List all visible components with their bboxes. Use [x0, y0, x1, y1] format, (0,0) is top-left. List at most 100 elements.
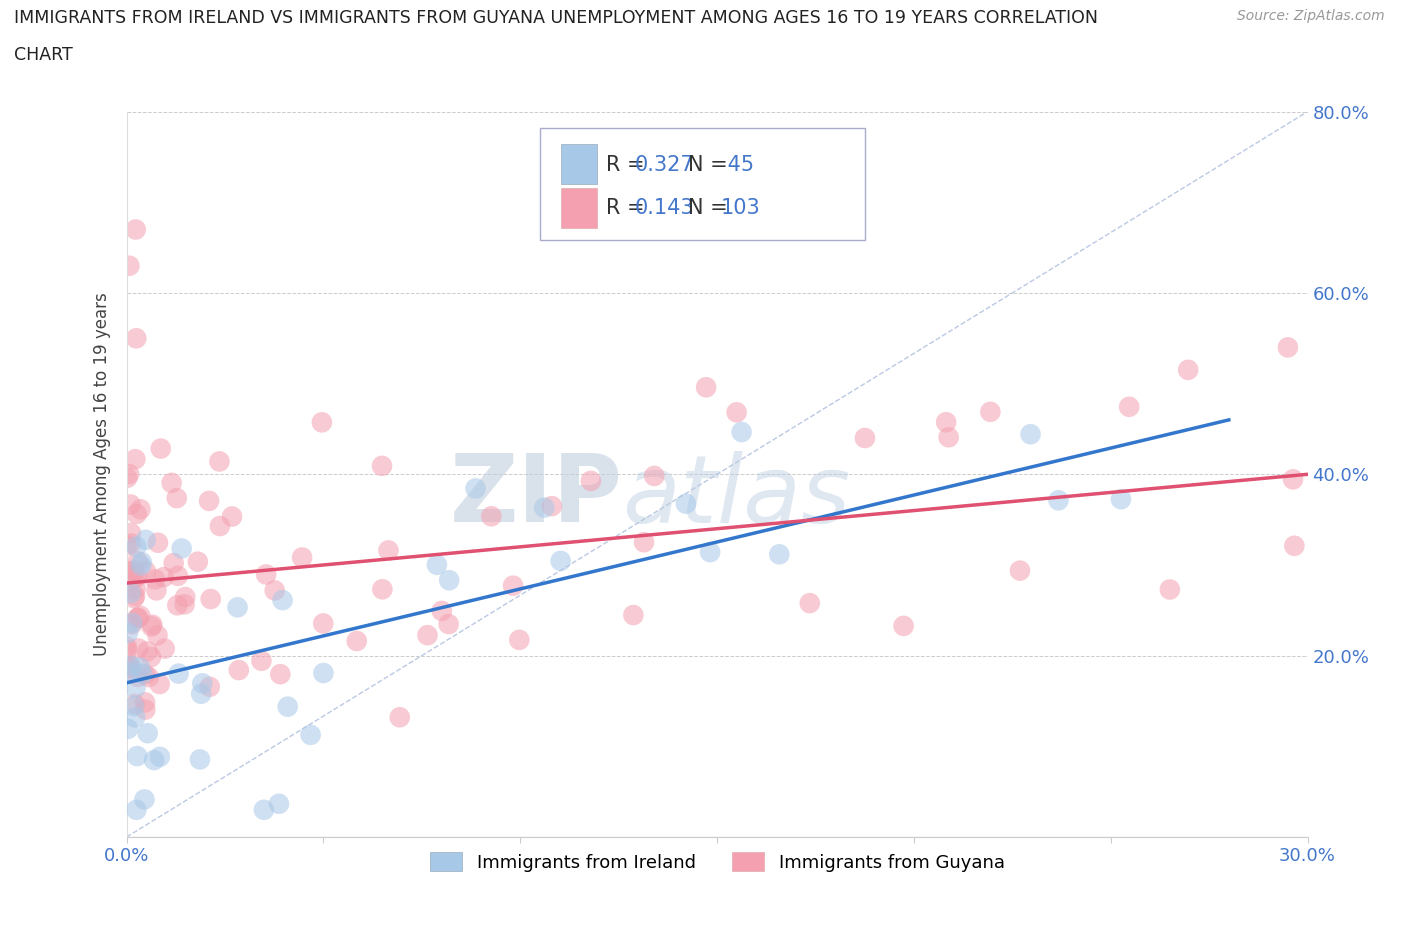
- Point: [134, 702, 156, 717]
- Point: [250, 653, 273, 668]
- Point: [120, 525, 142, 540]
- Point: [125, 331, 148, 346]
- Point: [254, 567, 277, 582]
- Point: [1118, 399, 1140, 414]
- Point: [346, 633, 368, 648]
- Point: [437, 573, 460, 588]
- Text: N =: N =: [688, 154, 734, 175]
- Point: [437, 617, 460, 631]
- Point: [253, 803, 276, 817]
- Point: [127, 670, 149, 684]
- Point: [125, 222, 148, 237]
- Point: [730, 425, 752, 440]
- Point: [173, 597, 195, 612]
- Point: [725, 405, 748, 419]
- Point: [120, 586, 142, 601]
- Point: [134, 667, 156, 682]
- Point: [129, 608, 152, 623]
- Point: [122, 571, 145, 586]
- Point: [221, 509, 243, 524]
- Point: [416, 628, 439, 643]
- Point: [125, 803, 148, 817]
- Point: [938, 430, 960, 445]
- Point: [311, 415, 333, 430]
- Point: [167, 666, 190, 681]
- Point: [377, 543, 399, 558]
- Point: [117, 658, 139, 672]
- Point: [121, 616, 143, 631]
- Point: [1159, 582, 1181, 597]
- Point: [152, 570, 174, 585]
- Point: [135, 532, 157, 547]
- Point: [312, 616, 335, 631]
- Point: [117, 625, 139, 640]
- Point: [146, 536, 169, 551]
- Point: [129, 558, 152, 573]
- Point: [146, 628, 169, 643]
- Point: [149, 677, 172, 692]
- Point: [160, 475, 183, 490]
- Point: [127, 641, 149, 656]
- Point: [127, 554, 149, 569]
- Point: [121, 658, 143, 673]
- Point: [149, 441, 172, 456]
- Point: [675, 497, 697, 512]
- Point: [122, 698, 145, 713]
- Point: [187, 554, 209, 569]
- Point: [371, 582, 394, 597]
- Point: [118, 467, 141, 482]
- Point: [134, 792, 156, 807]
- Point: [166, 491, 188, 506]
- Point: [430, 604, 453, 618]
- Point: [540, 498, 562, 513]
- Point: [129, 660, 152, 675]
- Point: [1177, 363, 1199, 378]
- Point: [127, 749, 149, 764]
- Text: IMMIGRANTS FROM IRELAND VS IMMIGRANTS FROM GUYANA UNEMPLOYMENT AMONG AGES 16 TO : IMMIGRANTS FROM IRELAND VS IMMIGRANTS FR…: [14, 9, 1098, 27]
- Point: [271, 592, 294, 607]
- Point: [208, 519, 231, 534]
- Text: 0.143: 0.143: [634, 198, 695, 218]
- Point: [263, 583, 285, 598]
- Point: [124, 589, 146, 604]
- Point: [124, 452, 146, 467]
- Point: [799, 596, 821, 611]
- Point: [166, 598, 188, 613]
- Point: [131, 555, 153, 570]
- Point: [136, 644, 159, 658]
- Point: [117, 722, 139, 737]
- Point: [935, 415, 957, 430]
- Point: [118, 259, 141, 273]
- Point: [228, 662, 250, 677]
- Text: R =: R =: [606, 154, 651, 175]
- Point: [125, 507, 148, 522]
- Point: [136, 725, 159, 740]
- Point: [135, 564, 157, 578]
- Point: [643, 469, 665, 484]
- Point: [699, 545, 721, 560]
- Point: [464, 481, 486, 496]
- Point: [299, 727, 322, 742]
- Text: Source: ZipAtlas.com: Source: ZipAtlas.com: [1237, 9, 1385, 23]
- Point: [533, 500, 555, 515]
- Point: [312, 666, 335, 681]
- Point: [115, 538, 138, 552]
- Point: [145, 583, 167, 598]
- Point: [120, 497, 142, 512]
- Point: [143, 572, 166, 587]
- Point: [121, 617, 143, 631]
- Point: [125, 569, 148, 584]
- Point: [163, 555, 186, 570]
- Point: [127, 610, 149, 625]
- Point: [129, 502, 152, 517]
- Point: [153, 641, 176, 656]
- Point: [267, 796, 290, 811]
- Point: [1019, 427, 1042, 442]
- Point: [120, 660, 142, 675]
- Text: N =: N =: [688, 198, 734, 218]
- FancyBboxPatch shape: [561, 188, 596, 228]
- Point: [118, 567, 141, 582]
- Point: [190, 686, 212, 701]
- Point: [115, 643, 138, 658]
- Point: [1277, 340, 1299, 355]
